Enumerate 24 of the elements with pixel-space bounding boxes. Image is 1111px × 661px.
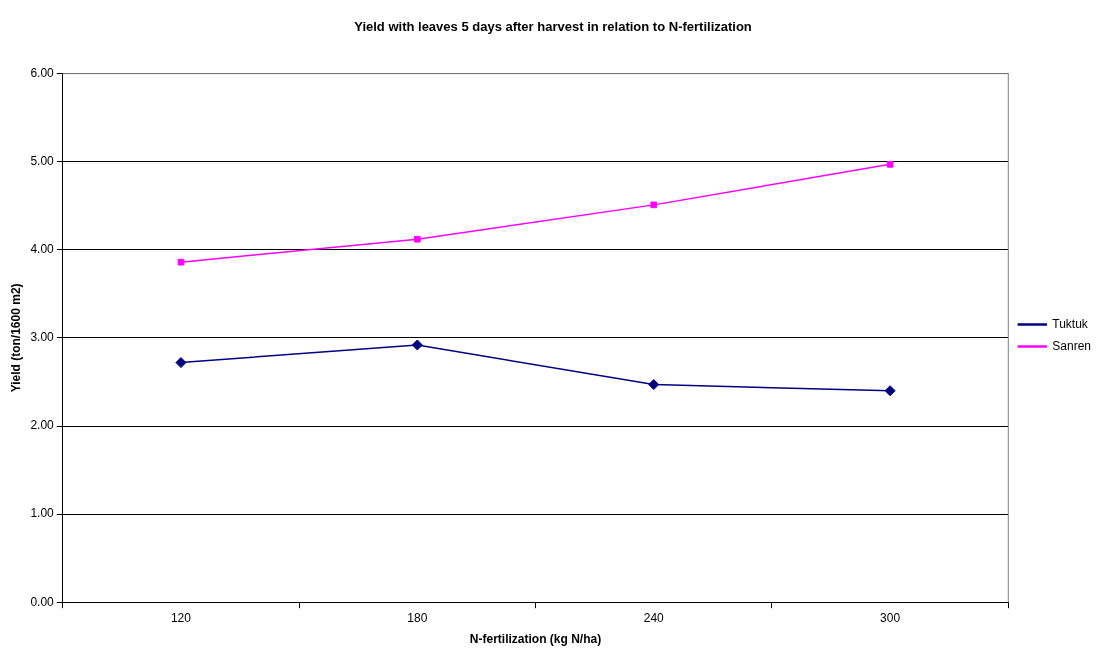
point: [411, 339, 423, 351]
x-tick-label: 180: [407, 610, 428, 625]
y-axis-title: Yield (ton/1600 m2): [8, 283, 23, 393]
y-tick-label: 5.00: [30, 154, 55, 169]
point: [177, 258, 185, 266]
y-tick-label: 4.00: [30, 242, 55, 257]
x-axis-title: N-fertilization (kg N/ha): [469, 632, 602, 647]
legend-label: Sanren: [1052, 338, 1092, 353]
x-tick-label: 240: [643, 610, 665, 625]
point: [414, 235, 421, 243]
y-tick-label: 3.00: [30, 330, 55, 345]
x-tick-label: 120: [170, 610, 192, 625]
chart-title: Yield with leaves 5 days after harvest in relation to N-fertilization: [354, 19, 752, 35]
point: [650, 201, 658, 209]
point: [884, 385, 896, 397]
y-tick-label: 1.00: [30, 506, 55, 521]
x-tick-label: 300: [880, 610, 901, 625]
point: [175, 357, 187, 369]
y-tick-label: 6.00: [30, 65, 55, 80]
y-tick-label: 2.00: [30, 418, 55, 433]
y-tick-label: 0.00: [30, 594, 55, 609]
point: [886, 161, 894, 168]
legend-label: Tuktuk: [1052, 316, 1089, 331]
point: [648, 379, 660, 391]
